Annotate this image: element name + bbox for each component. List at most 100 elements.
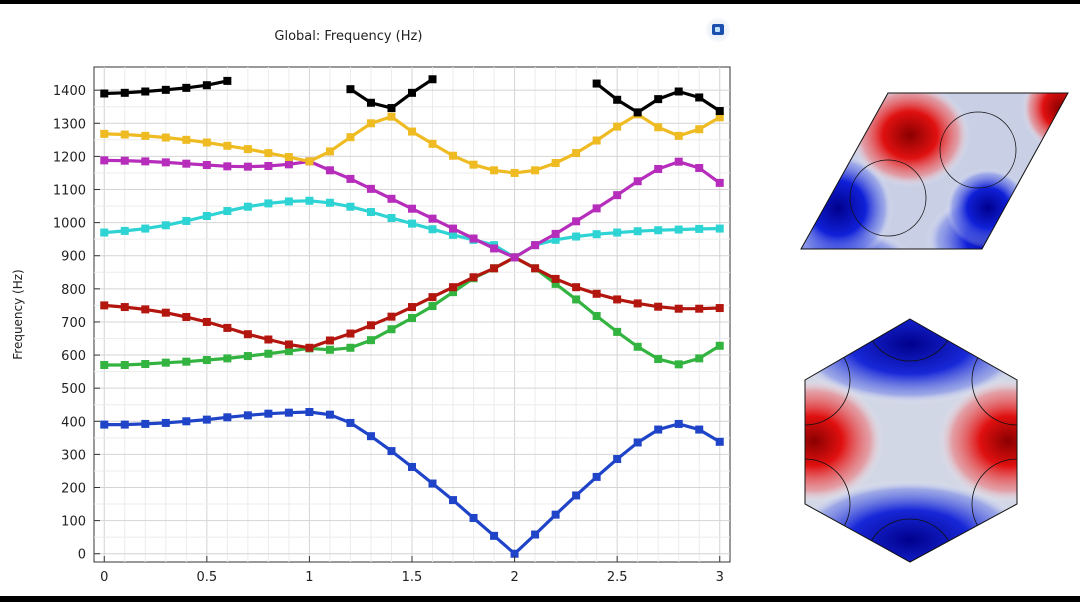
data-point [592, 289, 601, 298]
data-point [510, 253, 519, 262]
data-point [141, 157, 150, 166]
data-point [674, 157, 683, 166]
data-point [633, 438, 642, 447]
data-point [469, 273, 478, 282]
data-point [572, 295, 581, 304]
data-point [366, 321, 375, 330]
data-point [243, 145, 252, 154]
data-point [182, 159, 191, 168]
data-point [592, 136, 601, 145]
data-point [551, 159, 560, 168]
data-point [325, 410, 334, 419]
data-point [695, 304, 704, 313]
data-point [695, 224, 704, 233]
data-point [449, 230, 458, 239]
data-point [223, 323, 232, 332]
x-tick-label: 2.5 [607, 570, 628, 585]
data-point [161, 221, 170, 230]
data-point [264, 335, 273, 344]
data-point [366, 98, 375, 107]
data-point [202, 317, 211, 326]
data-point [346, 174, 355, 183]
data-point [387, 312, 396, 321]
data-point [120, 130, 129, 139]
data-point [120, 360, 129, 369]
y-tick-label: 300 [61, 448, 86, 463]
data-point [120, 88, 129, 97]
data-point [531, 241, 540, 250]
data-point [490, 166, 499, 175]
y-tick-label: 800 [61, 283, 86, 298]
data-point [654, 302, 663, 311]
data-point [469, 513, 478, 522]
data-point [654, 226, 663, 235]
data-point [161, 85, 170, 94]
y-tick-label: 100 [61, 515, 86, 530]
data-point [141, 360, 150, 368]
data-point [305, 343, 314, 352]
data-point [695, 354, 704, 363]
y-tick-label: 700 [61, 316, 86, 331]
data-point [408, 88, 416, 97]
data-point [141, 305, 150, 314]
mode-shape-hexagon [804, 318, 1018, 563]
data-point [264, 199, 273, 208]
data-point [161, 418, 170, 427]
data-point [387, 194, 396, 203]
y-tick-label: 1400 [53, 84, 86, 99]
data-point [449, 496, 458, 505]
mode-display-icon[interactable] [706, 18, 730, 42]
data-point [284, 153, 293, 162]
data-point [428, 214, 437, 223]
data-point [387, 104, 396, 113]
x-tick-label: 3 [716, 570, 724, 585]
data-point [613, 295, 622, 304]
data-point [366, 336, 375, 345]
data-point [264, 409, 273, 418]
data-point [243, 411, 252, 420]
data-point [120, 226, 129, 235]
y-tick-label: 1000 [53, 217, 86, 232]
data-point [510, 168, 519, 177]
data-point [264, 162, 273, 170]
data-point [141, 131, 150, 140]
x-tick-label: 0.5 [196, 570, 217, 585]
data-point [284, 160, 293, 169]
data-point [182, 312, 191, 321]
data-point [633, 177, 642, 186]
data-point [141, 224, 150, 233]
data-point [592, 311, 601, 320]
data-point [264, 149, 273, 158]
x-tick-label: 0 [100, 570, 108, 585]
data-point [715, 113, 724, 122]
data-point [182, 216, 191, 225]
data-point [182, 417, 191, 426]
data-point [387, 447, 396, 456]
data-point [674, 225, 683, 234]
data-point [387, 325, 396, 334]
data-point [100, 420, 109, 429]
data-point [408, 219, 416, 228]
data-point [161, 308, 170, 317]
data-point [408, 313, 416, 322]
data-point [325, 147, 334, 156]
data-point [592, 79, 601, 88]
data-point [202, 161, 211, 170]
data-point [305, 196, 314, 205]
data-point [182, 83, 191, 92]
data-point [120, 156, 129, 165]
data-point [223, 413, 232, 422]
data-point [674, 131, 683, 140]
data-point [531, 166, 540, 175]
data-point [223, 162, 232, 171]
data-point [613, 122, 622, 131]
x-tick-label: 2 [510, 570, 518, 585]
series-group [100, 75, 724, 558]
y-tick-label: 900 [61, 250, 86, 265]
data-point [284, 197, 293, 206]
y-tick-label: 400 [61, 415, 86, 430]
data-point [161, 158, 170, 167]
data-point [202, 138, 211, 147]
y-tick-label: 1200 [53, 150, 86, 165]
y-tick-label: 600 [61, 349, 86, 364]
